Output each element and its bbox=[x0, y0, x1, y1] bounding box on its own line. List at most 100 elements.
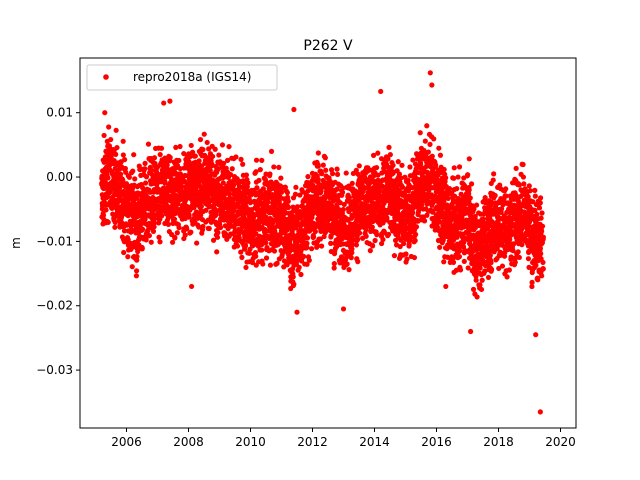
data-point bbox=[148, 239, 154, 245]
data-point bbox=[516, 254, 522, 261]
data-point bbox=[489, 266, 495, 273]
data-point bbox=[294, 204, 301, 210]
data-point bbox=[112, 165, 118, 171]
data-point bbox=[304, 240, 310, 246]
data-point bbox=[244, 184, 250, 190]
data-point bbox=[536, 205, 543, 211]
x-tick-label: 2012 bbox=[297, 435, 328, 449]
data-point bbox=[292, 191, 299, 197]
data-point bbox=[227, 191, 233, 197]
legend-label: repro2018a (IGS14) bbox=[133, 70, 251, 84]
legend-marker bbox=[103, 74, 109, 80]
data-point bbox=[284, 194, 291, 200]
data-point bbox=[304, 261, 310, 267]
data-point bbox=[103, 207, 109, 213]
data-point bbox=[304, 235, 311, 241]
data-point bbox=[491, 171, 497, 177]
data-point bbox=[278, 189, 285, 195]
data-point bbox=[527, 188, 533, 194]
data-point bbox=[341, 220, 347, 226]
data-point bbox=[171, 216, 178, 222]
data-point bbox=[129, 264, 135, 270]
data-point bbox=[161, 100, 167, 106]
data-point bbox=[293, 184, 299, 190]
data-point bbox=[146, 232, 152, 239]
data-point bbox=[425, 149, 431, 155]
data-point bbox=[466, 187, 472, 193]
data-point bbox=[189, 283, 195, 290]
data-point bbox=[197, 136, 204, 143]
x-tick-label: 2020 bbox=[545, 435, 576, 449]
data-point bbox=[339, 189, 346, 195]
data-point bbox=[298, 223, 304, 229]
data-point bbox=[305, 174, 311, 180]
data-point bbox=[263, 255, 270, 261]
data-point bbox=[120, 177, 126, 183]
data-point bbox=[385, 231, 392, 237]
data-point bbox=[441, 259, 447, 265]
data-point bbox=[143, 174, 150, 180]
data-point bbox=[259, 247, 265, 253]
data-point bbox=[188, 229, 194, 235]
data-point bbox=[167, 98, 173, 104]
data-point bbox=[204, 139, 210, 146]
data-point bbox=[276, 164, 282, 170]
data-point bbox=[306, 257, 312, 263]
data-point bbox=[253, 253, 259, 259]
data-point bbox=[356, 230, 363, 236]
data-point bbox=[334, 171, 341, 178]
data-point bbox=[473, 202, 480, 208]
data-point bbox=[429, 82, 435, 88]
data-point bbox=[214, 249, 220, 255]
data-point bbox=[219, 142, 226, 148]
data-point bbox=[142, 180, 149, 186]
y-tick-label: −0.02 bbox=[36, 299, 73, 313]
data-point bbox=[340, 206, 346, 213]
data-point bbox=[196, 224, 202, 230]
data-point bbox=[538, 215, 544, 221]
data-point bbox=[539, 210, 545, 216]
data-point bbox=[346, 194, 353, 201]
data-point bbox=[367, 248, 373, 254]
data-point bbox=[507, 236, 513, 242]
data-point bbox=[380, 236, 386, 243]
data-point bbox=[190, 149, 196, 155]
data-point bbox=[112, 224, 118, 230]
data-point bbox=[308, 246, 315, 252]
data-point bbox=[349, 241, 355, 247]
data-point bbox=[133, 268, 140, 274]
data-point bbox=[268, 148, 275, 154]
data-point bbox=[126, 174, 132, 180]
data-point bbox=[465, 172, 471, 178]
data-point bbox=[239, 254, 245, 260]
data-point bbox=[253, 157, 260, 163]
data-point bbox=[405, 177, 411, 183]
data-point bbox=[457, 267, 464, 273]
data-point bbox=[151, 224, 157, 230]
data-point bbox=[246, 250, 252, 256]
data-point bbox=[182, 232, 188, 238]
data-point bbox=[192, 153, 198, 159]
data-point bbox=[537, 245, 544, 251]
data-point bbox=[353, 242, 359, 248]
data-point bbox=[391, 253, 398, 259]
data-point bbox=[473, 277, 479, 283]
data-point bbox=[174, 230, 180, 236]
data-point bbox=[259, 157, 265, 163]
data-point bbox=[122, 157, 128, 163]
data-point bbox=[124, 222, 130, 228]
data-points bbox=[99, 70, 546, 415]
data-point bbox=[441, 166, 447, 173]
data-point bbox=[194, 240, 200, 246]
data-point bbox=[446, 185, 453, 192]
data-point bbox=[374, 165, 380, 171]
data-point bbox=[140, 226, 146, 232]
data-point bbox=[198, 203, 204, 210]
data-point bbox=[521, 181, 527, 187]
data-point bbox=[480, 216, 486, 222]
data-point bbox=[271, 248, 278, 254]
x-tick-label: 2006 bbox=[111, 435, 142, 449]
data-point bbox=[488, 260, 494, 266]
data-point bbox=[121, 249, 127, 256]
data-point bbox=[375, 150, 381, 156]
